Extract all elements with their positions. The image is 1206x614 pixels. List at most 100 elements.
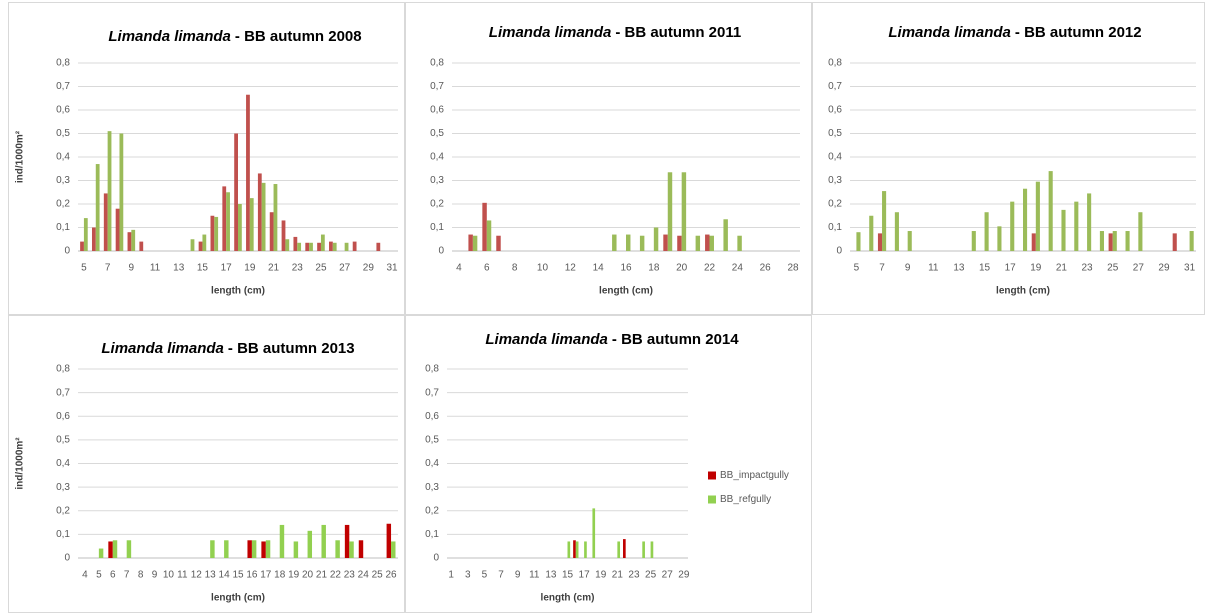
x-tick-label: 19 <box>595 570 607 581</box>
x-tick-label: 12 <box>565 263 577 274</box>
legend-label: BB_refgully <box>720 494 771 505</box>
bar <box>317 242 321 251</box>
bar <box>321 524 326 558</box>
y-tick-label: 0,2 <box>828 199 842 210</box>
bar <box>329 241 333 251</box>
bar <box>650 541 654 558</box>
bar <box>349 541 354 558</box>
bar <box>103 193 108 251</box>
y-tick-label: 0,1 <box>56 222 70 233</box>
y-tick-label: 0,6 <box>425 411 439 422</box>
x-tick-label: 14 <box>219 570 231 581</box>
x-tick-label: 29 <box>1158 263 1170 274</box>
bar <box>297 242 302 251</box>
bar <box>305 242 310 251</box>
bar <box>391 541 396 558</box>
x-tick-label: 25 <box>315 263 327 274</box>
x-tick-label: 17 <box>1005 263 1017 274</box>
bar <box>667 172 673 251</box>
x-tick-label: 19 <box>288 570 300 581</box>
x-tick-label: 11 <box>928 263 939 274</box>
x-axis-label: length (cm) <box>996 286 1050 297</box>
x-tick-label: 16 <box>246 570 258 581</box>
y-tick-label: 0,4 <box>56 152 70 163</box>
bar <box>575 541 579 558</box>
x-tick-label: 29 <box>678 570 690 581</box>
x-tick-label: 9 <box>152 570 158 581</box>
bar <box>190 239 195 251</box>
x-tick-label: 7 <box>124 570 130 581</box>
y-tick-label: 0,1 <box>828 222 842 233</box>
x-tick-label: 21 <box>316 570 328 581</box>
chart-title: Limanda limanda - BB autumn 2008 <box>108 28 361 45</box>
y-tick-label: 0,6 <box>430 105 444 116</box>
bar <box>584 541 587 558</box>
bar <box>677 235 682 251</box>
x-tick-label: 9 <box>905 263 911 274</box>
chart-title: Limanda limanda - BB autumn 2013 <box>101 340 354 357</box>
bar <box>107 131 112 251</box>
y-tick-label: 0,2 <box>430 199 444 210</box>
legend-label: BB_impactgully <box>720 470 789 481</box>
y-tick-label: 0,3 <box>430 175 444 186</box>
y-tick-label: 0,4 <box>828 152 842 163</box>
chart-title-text: - BB autumn 2013 <box>228 340 355 357</box>
y-tick-label: 0,4 <box>56 458 70 469</box>
y-tick-label: 0,6 <box>56 105 70 116</box>
y-tick-label: 0,3 <box>425 482 439 493</box>
bar <box>98 548 104 558</box>
bar <box>238 204 242 251</box>
panel <box>8 2 405 315</box>
bar <box>279 524 285 558</box>
x-tick-label: 31 <box>387 263 399 274</box>
bar <box>139 241 144 251</box>
x-tick-label: 8 <box>138 570 144 581</box>
y-tick-label: 0 <box>836 246 842 257</box>
bar <box>468 234 473 251</box>
bar <box>1031 233 1036 251</box>
chart-title-species: Limanda limanda <box>108 28 231 45</box>
y-tick-label: 0,8 <box>828 58 842 69</box>
bar <box>907 231 912 251</box>
x-tick-label: 19 <box>1030 263 1042 274</box>
y-tick-label: 0,4 <box>430 152 444 163</box>
bar <box>257 173 262 251</box>
x-tick-label: 20 <box>676 263 688 274</box>
bar <box>681 172 687 251</box>
bar <box>1048 171 1053 251</box>
bar <box>663 234 668 251</box>
bar <box>95 164 100 251</box>
bar <box>1023 188 1028 251</box>
x-tick-label: 6 <box>110 570 116 581</box>
bar <box>247 540 252 558</box>
y-tick-label: 0,2 <box>425 505 439 516</box>
x-axis-label: length (cm) <box>541 593 595 604</box>
y-tick-label: 0 <box>64 246 70 257</box>
x-tick-label: 15 <box>232 570 244 581</box>
y-tick-label: 0,8 <box>425 364 439 375</box>
x-tick-label: 27 <box>339 263 351 274</box>
legend-swatch <box>708 495 716 504</box>
bar <box>882 191 887 251</box>
x-tick-label: 5 <box>854 263 860 274</box>
y-tick-label: 0,7 <box>430 81 444 92</box>
bar <box>251 540 257 558</box>
bar <box>695 235 701 251</box>
x-tick-label: 15 <box>562 570 574 581</box>
x-tick-label: 14 <box>593 263 605 274</box>
bar <box>984 212 989 251</box>
panel <box>8 315 405 613</box>
x-tick-label: 13 <box>953 263 965 274</box>
bar <box>1061 209 1066 251</box>
y-tick-label: 0 <box>433 553 439 564</box>
chart-title: Limanda limanda - BB autumn 2014 <box>485 331 739 348</box>
x-tick-label: 23 <box>1082 263 1094 274</box>
legend-swatch <box>708 471 716 480</box>
bar <box>119 133 124 251</box>
bar <box>246 94 250 251</box>
chart-title-text: - BB autumn 2008 <box>235 28 362 45</box>
chart-title-species: Limanda limanda <box>489 24 612 41</box>
x-tick-label: 31 <box>1184 263 1196 274</box>
y-tick-label: 0,2 <box>56 199 70 210</box>
x-tick-label: 7 <box>879 263 885 274</box>
